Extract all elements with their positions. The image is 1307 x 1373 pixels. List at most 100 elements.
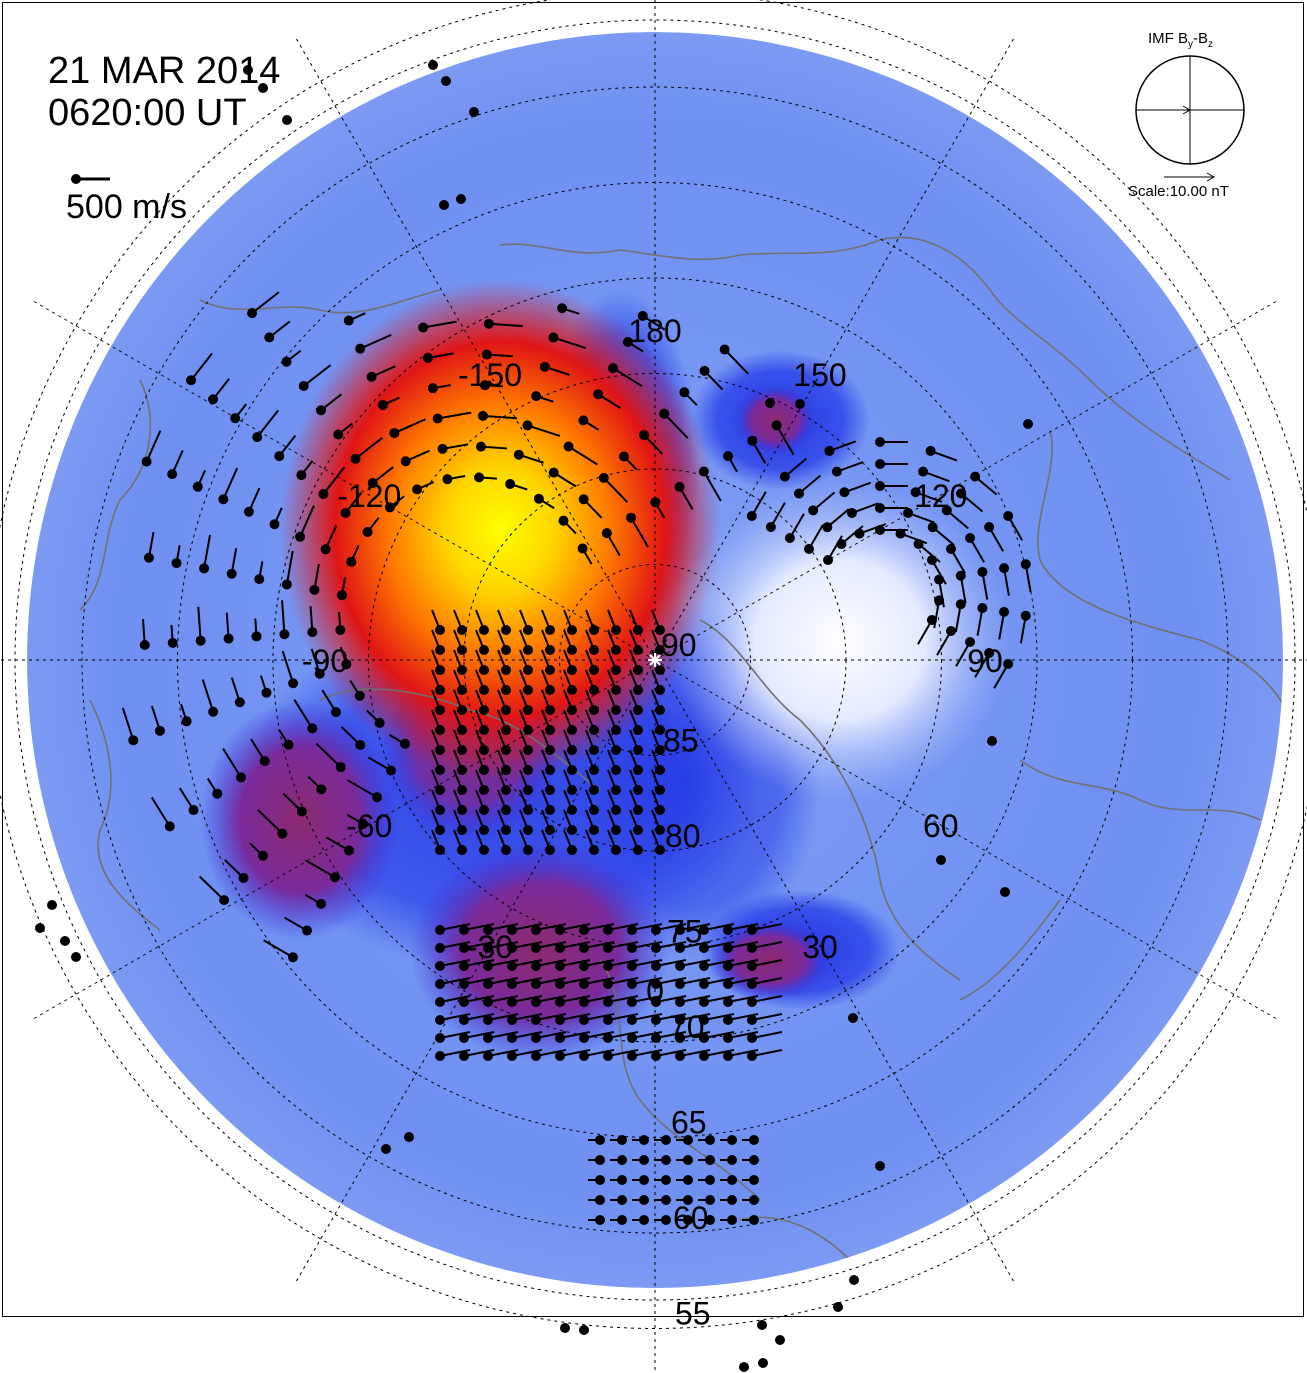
vector-dot <box>523 825 533 835</box>
vector-tail <box>607 995 639 1003</box>
vector-dot <box>350 453 361 464</box>
vector-dot <box>296 806 307 817</box>
vector-dot <box>977 566 988 577</box>
vector-tail <box>583 995 615 1003</box>
vector-dot <box>611 745 621 755</box>
vector-dot <box>567 805 577 815</box>
vector-dot <box>344 845 354 856</box>
vector-dot <box>637 310 648 321</box>
vector-dot <box>655 745 665 755</box>
vector-dot <box>282 115 292 125</box>
vector-dot <box>655 785 665 795</box>
vector-dot <box>296 470 307 481</box>
vector-tail <box>559 977 591 985</box>
vector-dot <box>513 449 524 460</box>
vector-dot <box>400 456 411 467</box>
meridian-line <box>294 36 656 661</box>
vector-dot <box>946 544 957 554</box>
vector-dot <box>1020 610 1031 621</box>
vector-dot <box>1003 659 1014 669</box>
velocity-vectors <box>35 60 1033 1372</box>
vector-tail <box>511 977 543 985</box>
vector-dot <box>261 687 272 698</box>
vector-tail <box>559 941 591 949</box>
vector-tail <box>487 1031 519 1039</box>
vector-dot <box>683 1195 693 1205</box>
vector-dot <box>595 1155 605 1165</box>
imf-title: IMF By-Bz <box>1148 30 1213 50</box>
vector-tail <box>612 367 643 387</box>
vector-tail <box>487 977 519 985</box>
vector-dot <box>555 1051 565 1061</box>
vector-dot <box>555 997 565 1007</box>
vector-dot <box>603 1015 613 1025</box>
vector-tail <box>535 995 567 1003</box>
vector-dot <box>384 502 395 513</box>
vector-dot <box>295 531 306 542</box>
vector-tail <box>293 699 314 729</box>
vector-dot <box>589 725 599 735</box>
vector-dot <box>655 805 665 815</box>
vector-tail <box>702 470 722 502</box>
vector-dot <box>833 1302 843 1312</box>
vector-dot <box>459 1033 469 1043</box>
vector-dot <box>622 337 633 348</box>
vector-dot <box>335 762 346 773</box>
vector-dot <box>223 633 234 644</box>
vector-dot <box>531 391 542 402</box>
vector-dot <box>247 308 258 319</box>
vector-dot <box>926 615 937 625</box>
lon-label: 30 <box>802 929 838 965</box>
vector-tail <box>439 977 471 985</box>
vector-dot <box>567 685 577 695</box>
vector-dot <box>435 805 445 815</box>
vector-dot <box>435 961 445 971</box>
vector-tail <box>703 923 735 931</box>
vector-dot <box>389 428 400 439</box>
vector-dot <box>545 765 555 775</box>
vector-dot <box>377 399 388 410</box>
vector-dot <box>579 1051 589 1061</box>
vector-dot <box>579 961 589 971</box>
vector-tail <box>190 352 213 381</box>
vector-tail <box>487 941 519 949</box>
vector-tail <box>631 977 663 985</box>
vector-dot <box>926 555 937 565</box>
vector-dot <box>655 665 665 675</box>
vector-dot <box>483 1015 493 1025</box>
vector-dot <box>617 1215 627 1225</box>
vector-dot <box>501 785 511 795</box>
vector-tail <box>251 291 280 314</box>
vector-dot <box>281 579 292 590</box>
vector-dot <box>479 380 490 391</box>
vector-tail <box>703 1049 735 1057</box>
vector-dot <box>479 765 489 775</box>
vector-tail <box>679 941 711 949</box>
vector-dot <box>846 507 857 518</box>
vector-dot <box>435 685 445 695</box>
vector-dot <box>274 451 285 462</box>
vector-dot <box>633 665 643 675</box>
vector-dot <box>477 410 488 421</box>
vector-dot <box>875 1161 885 1171</box>
vector-dot <box>705 1135 715 1145</box>
vector-tail <box>583 959 615 967</box>
meridian-line <box>654 659 1279 1021</box>
vector-dot <box>288 952 298 963</box>
vector-dot <box>555 1015 565 1025</box>
vector-dot <box>747 435 758 446</box>
lat-label: 65 <box>671 1105 707 1141</box>
vector-tail <box>511 959 543 967</box>
vector-dot <box>545 825 555 835</box>
vector-dot <box>611 725 621 735</box>
vector-tail <box>631 995 663 1003</box>
vector-dot <box>875 503 885 513</box>
vector-dot <box>747 961 757 971</box>
vector-dot <box>747 1033 757 1043</box>
vector-dot <box>545 685 555 695</box>
vector-dot <box>428 60 438 70</box>
vector-dot <box>479 785 489 795</box>
vector-dot <box>627 997 637 1007</box>
vector-dot <box>655 725 665 735</box>
lon-label: 60 <box>923 808 959 844</box>
